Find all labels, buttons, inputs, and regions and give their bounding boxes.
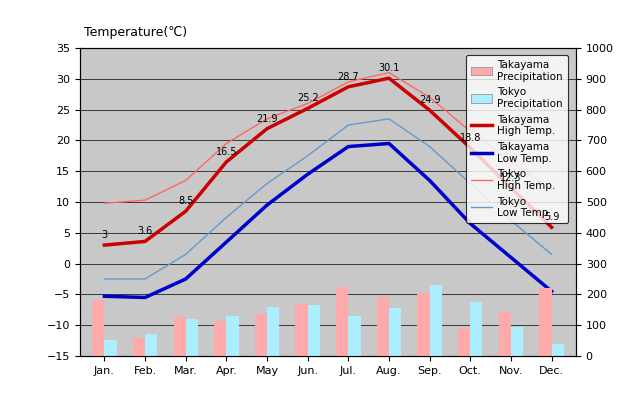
Bar	[499, 312, 511, 356]
Bar	[511, 327, 523, 356]
Bar	[296, 304, 308, 356]
Bar	[255, 314, 267, 356]
Text: 3.6: 3.6	[138, 226, 153, 236]
Text: 30.1: 30.1	[378, 63, 399, 73]
Bar	[104, 340, 116, 356]
Text: 5.9: 5.9	[544, 212, 559, 222]
Text: 8.5: 8.5	[178, 196, 193, 206]
Text: 16.5: 16.5	[216, 147, 237, 157]
Text: Temperature(℃): Temperature(℃)	[84, 26, 187, 39]
Bar	[92, 300, 104, 356]
Bar	[186, 319, 198, 356]
Bar	[389, 308, 401, 356]
Bar	[173, 316, 186, 356]
Bar	[552, 344, 564, 356]
Bar	[336, 287, 348, 356]
Text: 18.8: 18.8	[460, 133, 481, 143]
Bar	[417, 293, 429, 356]
Text: 3: 3	[101, 230, 108, 240]
Text: 28.7: 28.7	[337, 72, 359, 82]
Legend: Takayama
Precipitation, Tokyo
Precipitation, Takayama
High Temp., Takayama
Low T: Takayama Precipitation, Tokyo Precipitat…	[466, 55, 568, 224]
Bar	[308, 305, 320, 356]
Bar	[540, 288, 552, 356]
Bar	[267, 307, 279, 356]
Text: 12.3: 12.3	[500, 173, 522, 183]
Text: 24.9: 24.9	[419, 95, 440, 105]
Bar	[377, 298, 389, 356]
Bar	[145, 334, 157, 356]
Text: 25.2: 25.2	[297, 94, 319, 104]
Bar	[458, 328, 470, 356]
Bar	[470, 302, 483, 356]
Bar	[133, 338, 145, 356]
Bar	[227, 316, 239, 356]
Bar	[214, 320, 227, 356]
Bar	[348, 316, 360, 356]
Text: 21.9: 21.9	[256, 114, 278, 124]
Bar	[429, 285, 442, 356]
